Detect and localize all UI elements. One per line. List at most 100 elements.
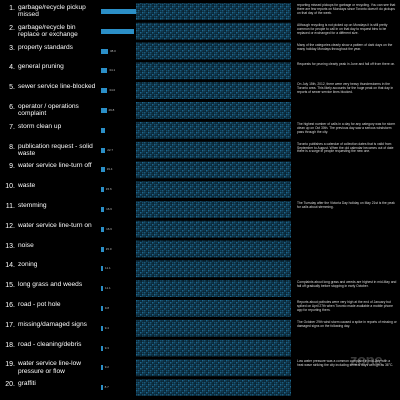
- heatmap-row: [136, 280, 291, 297]
- category-label: waste: [18, 182, 36, 190]
- logo: zone: [350, 352, 383, 369]
- bar-label: 8.7: [104, 385, 109, 390]
- bar: [101, 266, 104, 272]
- rank: 1.: [9, 5, 15, 12]
- category-label: water service line-turn off: [18, 162, 92, 170]
- bar: [101, 385, 103, 391]
- annotation: The highest number of calls in a day for…: [297, 121, 396, 134]
- rank: 7.: [9, 123, 15, 131]
- heatmap-row: [136, 220, 291, 238]
- category-label: water service line-turn on: [18, 221, 92, 229]
- bar: [101, 207, 105, 212]
- heatmap-row: [136, 240, 291, 258]
- annotation: On July 15th, 2012, there were very heav…: [297, 82, 394, 94]
- rank: 4.: [9, 64, 15, 72]
- bar: [101, 108, 107, 113]
- rank: 11.: [5, 203, 15, 210]
- heatmap-row: [136, 121, 291, 139]
- bar: [101, 68, 108, 74]
- bar: [101, 88, 108, 94]
- annotation: Toronto publishes a calendar of collecti…: [297, 141, 394, 154]
- heatmap-row: [136, 82, 291, 99]
- bar: [101, 127, 106, 133]
- annotation: Requests for pruning clearly peak in Jun…: [297, 62, 396, 67]
- rank: 5.: [9, 84, 15, 92]
- category-label: long grass and weeds: [18, 281, 83, 289]
- heatmap-row: [136, 141, 291, 159]
- bar: [101, 28, 135, 34]
- heatmap-row: [136, 22, 291, 40]
- category-label: general pruning: [18, 63, 64, 71]
- heatmap-row: [136, 359, 291, 377]
- bar-label: 34.0: [109, 88, 116, 93]
- rank: 12.: [5, 222, 15, 230]
- heatmap-row: [136, 300, 291, 317]
- rank: 14.: [5, 262, 15, 270]
- rank: 19.: [5, 361, 15, 369]
- bar-label: 15.0: [105, 246, 112, 251]
- bar: [101, 147, 106, 153]
- rank: 2.: [9, 24, 15, 32]
- bar-label: 9.3: [104, 345, 109, 350]
- rank: 18.: [5, 341, 15, 349]
- rank: 16.: [5, 302, 15, 309]
- bar-label: 9.4: [104, 325, 109, 330]
- category-label: road - pot hole: [18, 301, 61, 308]
- annotation: The Tuesday after the Victoria Day holid…: [297, 201, 395, 209]
- bar: [101, 187, 104, 193]
- annotation: Reports about potholes were very high at…: [297, 300, 393, 312]
- heatmap-row: [136, 260, 291, 278]
- rank: 3.: [9, 44, 15, 52]
- bar-label: 9.8: [104, 306, 109, 310]
- rank: 17.: [5, 321, 15, 329]
- heatmap-row: [136, 319, 291, 337]
- category-label: operator / operations complaint: [18, 103, 79, 118]
- rank: 6.: [9, 104, 15, 111]
- rank: 20.: [5, 381, 15, 389]
- heatmap-row: [136, 42, 291, 60]
- bar: [101, 48, 109, 54]
- rank: 10.: [5, 183, 15, 191]
- category-label: zoning: [18, 261, 38, 269]
- bar-label: 15.6: [105, 187, 112, 192]
- bar: [101, 9, 137, 14]
- category-label: garbage/recycle bin replace or exchange: [18, 23, 78, 38]
- bar: [101, 246, 104, 252]
- category-label: road - cleaning/debris: [18, 340, 82, 348]
- bar-label: 38.0: [110, 48, 116, 53]
- annotation: reporting missed pickups for garbage or …: [297, 3, 396, 15]
- annotation: Many of the categories clearly show a pa…: [297, 42, 393, 51]
- category-label: sewer service line-blocked: [18, 83, 96, 91]
- bar: [101, 286, 104, 292]
- bar-label: 11.1: [105, 286, 111, 291]
- heatmap-row: [136, 3, 291, 20]
- annotation: The October 29th wind storm caused a spi…: [297, 319, 397, 328]
- category-label: publication request - solid waste: [18, 142, 93, 157]
- category-label: storm clean up: [18, 122, 62, 130]
- bar-label: 9.2: [104, 365, 109, 370]
- heatmap-row: [136, 379, 291, 396]
- heatmap-row: [136, 339, 291, 357]
- heatmap-row: [136, 161, 291, 179]
- rank: 13.: [5, 242, 15, 250]
- bar-label: 16.6: [106, 207, 112, 211]
- rank: 9.: [9, 163, 15, 171]
- category-label: graffiti: [18, 380, 36, 388]
- heatmap-row: [136, 181, 291, 198]
- category-label: stemming: [18, 202, 47, 209]
- annotation: Although recycling is not picked up on M…: [297, 22, 388, 35]
- bar: [101, 365, 103, 371]
- bar-label: 16.6: [106, 226, 112, 231]
- bar-label: 34.1: [109, 68, 116, 73]
- bar: [101, 167, 105, 173]
- category-label: water service line-low pressure or flow: [18, 360, 82, 375]
- bar-label: 22.7: [107, 147, 114, 152]
- heatmap-row: [136, 201, 291, 218]
- bar: [101, 345, 103, 351]
- heatmap-row: [136, 62, 291, 80]
- bar-label: 11.1: [105, 266, 111, 271]
- rank: 8.: [9, 143, 15, 151]
- bar: [101, 306, 103, 311]
- category-label: noise: [18, 241, 34, 249]
